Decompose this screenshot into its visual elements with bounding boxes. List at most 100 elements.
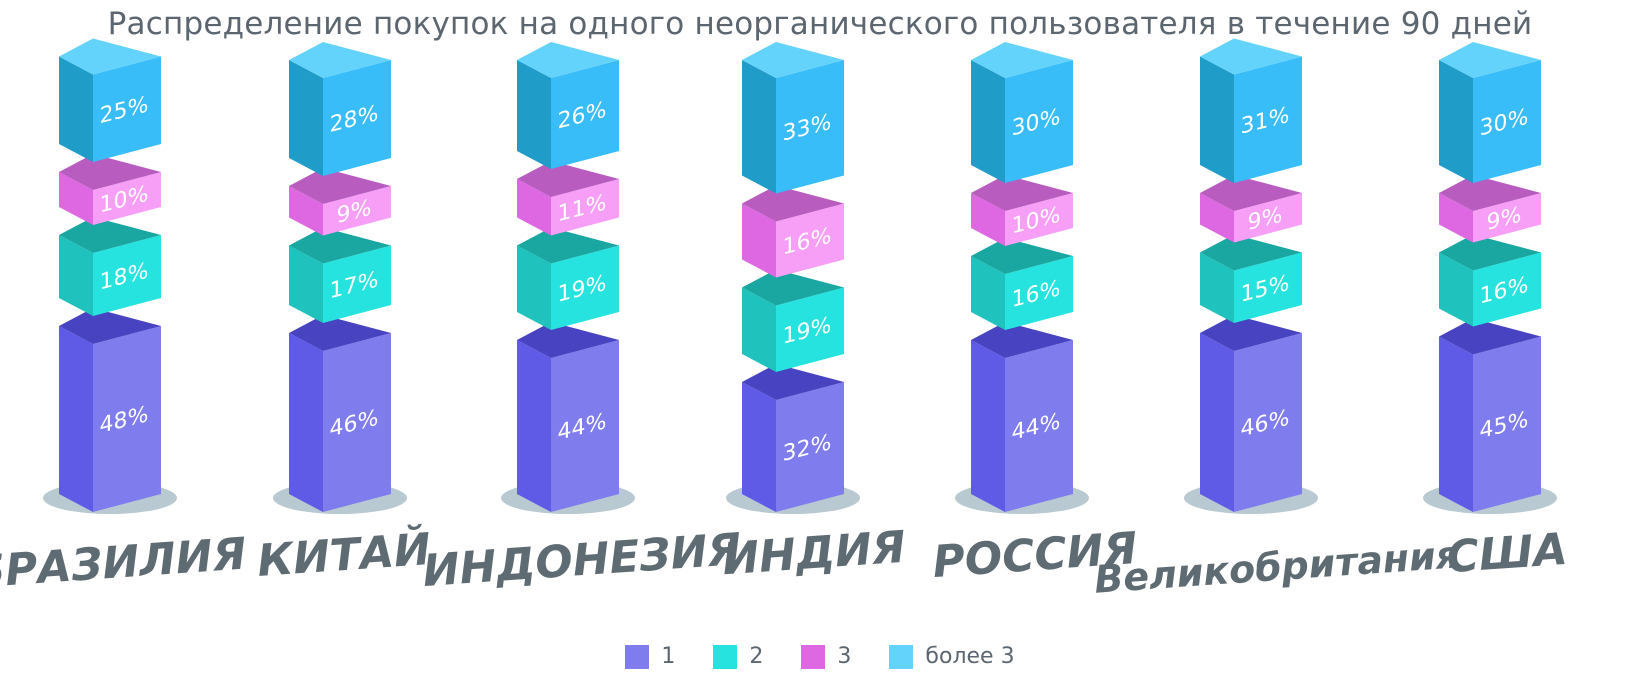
legend-item: более 3 — [889, 644, 1015, 669]
bar-segment-side — [289, 60, 323, 176]
bar-segment: 46% — [1200, 315, 1302, 512]
bar-segment-top — [971, 238, 1073, 274]
bar-segment-front — [551, 60, 619, 169]
legend-label: 1 — [661, 644, 676, 669]
category-label: ИНДИЯ — [721, 522, 908, 586]
bar-segment-side — [971, 340, 1005, 512]
bar-segment-side — [59, 172, 93, 225]
bar-segment-side — [1200, 56, 1234, 183]
legend-swatch — [801, 644, 826, 669]
bar-segment: 28% — [289, 42, 391, 176]
legend-swatch — [625, 644, 650, 669]
bar-segment-top — [1439, 42, 1541, 78]
bar-segment: 33% — [742, 42, 844, 194]
bar-segment-side — [59, 56, 93, 162]
bar-segment: 16% — [742, 185, 844, 278]
bar-segment: 16% — [971, 238, 1073, 330]
bar-segment: 18% — [59, 217, 161, 316]
bar-segment-top — [59, 308, 161, 344]
bar-segment: 46% — [289, 315, 391, 512]
bar-segment: 16% — [1439, 234, 1541, 327]
bar-segment-front — [1234, 252, 1302, 323]
bar-segment-side — [742, 60, 776, 194]
bar-segment-top — [742, 42, 844, 78]
bar-segment: 17% — [289, 227, 391, 323]
bar-segment-front — [93, 326, 161, 512]
bar-segment-top — [742, 269, 844, 306]
bar-segment-front — [1473, 193, 1541, 243]
bar-segment-top — [1200, 175, 1302, 211]
bar-segment-front — [1473, 336, 1541, 512]
chart-title: Распределение покупок на одного неоргани… — [107, 6, 1533, 42]
bar-segment-side — [517, 179, 551, 236]
bar-segment-side — [1200, 193, 1234, 243]
bar-segment-side — [1200, 333, 1234, 512]
bar-segment-top — [971, 322, 1073, 358]
bar-segment-top — [59, 38, 161, 75]
bar-segment-top — [517, 42, 619, 78]
bar-segment: 11% — [517, 161, 619, 236]
bar-segment-front — [93, 172, 161, 225]
bar-segment-front — [1005, 340, 1073, 512]
bar-segment-front — [1473, 252, 1541, 327]
bar-segment: 25% — [59, 38, 161, 162]
bar-segment: 15% — [1200, 234, 1302, 323]
bar-segment: 9% — [289, 168, 391, 236]
category-label: Великобритания — [1093, 532, 1462, 601]
legend-item: 3 — [801, 644, 851, 669]
bar-segment-top — [289, 227, 391, 264]
bar-segment: 32% — [742, 364, 844, 512]
bar-segment-top — [517, 322, 619, 358]
legend-swatch — [889, 644, 914, 669]
bar-segment-front — [776, 60, 844, 194]
bar-segment-front — [1005, 256, 1073, 330]
bar-segment: 45% — [1439, 318, 1541, 512]
bar-segment-side — [1439, 252, 1473, 327]
bar-segment-top — [517, 161, 619, 197]
bar-segment-side — [971, 60, 1005, 183]
bar-segment-side — [1200, 252, 1234, 323]
bar-segment-front — [1473, 60, 1541, 183]
bar-segment-top — [289, 315, 391, 351]
bar-segment-front — [323, 186, 391, 236]
bar-segment-front — [323, 60, 391, 176]
category-label: ИНДОНЕЗИЯ — [421, 524, 743, 597]
category-label: БРАЗИЛИЯ — [0, 528, 248, 598]
bar-segment-side — [289, 245, 323, 323]
bar-segment-front — [551, 245, 619, 330]
bar-segment: 10% — [59, 154, 161, 225]
bar-segment-front — [776, 203, 844, 278]
bar-segment: 30% — [1439, 42, 1541, 183]
bar-segment-side — [971, 256, 1005, 330]
bar-segment: 19% — [517, 227, 619, 330]
bar-segment-front — [93, 235, 161, 316]
bar-segment-side — [59, 235, 93, 316]
legend-label: 2 — [749, 644, 764, 669]
bar-segment-side — [1439, 60, 1473, 183]
bar-segment-side — [517, 340, 551, 512]
bar-segment-front — [1005, 60, 1073, 183]
bar-segment-side — [59, 326, 93, 512]
category-label: КИТАЙ — [255, 522, 432, 587]
bar-segment-top — [517, 227, 619, 264]
bar-segment-top — [1200, 234, 1302, 271]
bar-segment-front — [1234, 193, 1302, 243]
bar-segment-top — [1439, 234, 1541, 271]
bar-segment-front — [776, 382, 844, 512]
bar-segment-top — [289, 42, 391, 78]
bar-segment-side — [742, 203, 776, 278]
bar-segment-top — [59, 154, 161, 190]
bar-segment-side — [289, 186, 323, 236]
bar-segment-front — [551, 340, 619, 512]
bar-segment-side — [517, 245, 551, 330]
category-label: США — [1445, 524, 1569, 583]
bar-segment-front — [1005, 193, 1073, 246]
bar-segment-top — [59, 217, 161, 253]
bar-segment-top — [1439, 175, 1541, 211]
bar-segment-top — [971, 175, 1073, 211]
bar-segment-side — [971, 193, 1005, 246]
legend-swatch — [713, 644, 738, 669]
bar-segment-side — [742, 287, 776, 372]
bar-segment-front — [551, 179, 619, 236]
bar-segment-side — [1439, 336, 1473, 512]
